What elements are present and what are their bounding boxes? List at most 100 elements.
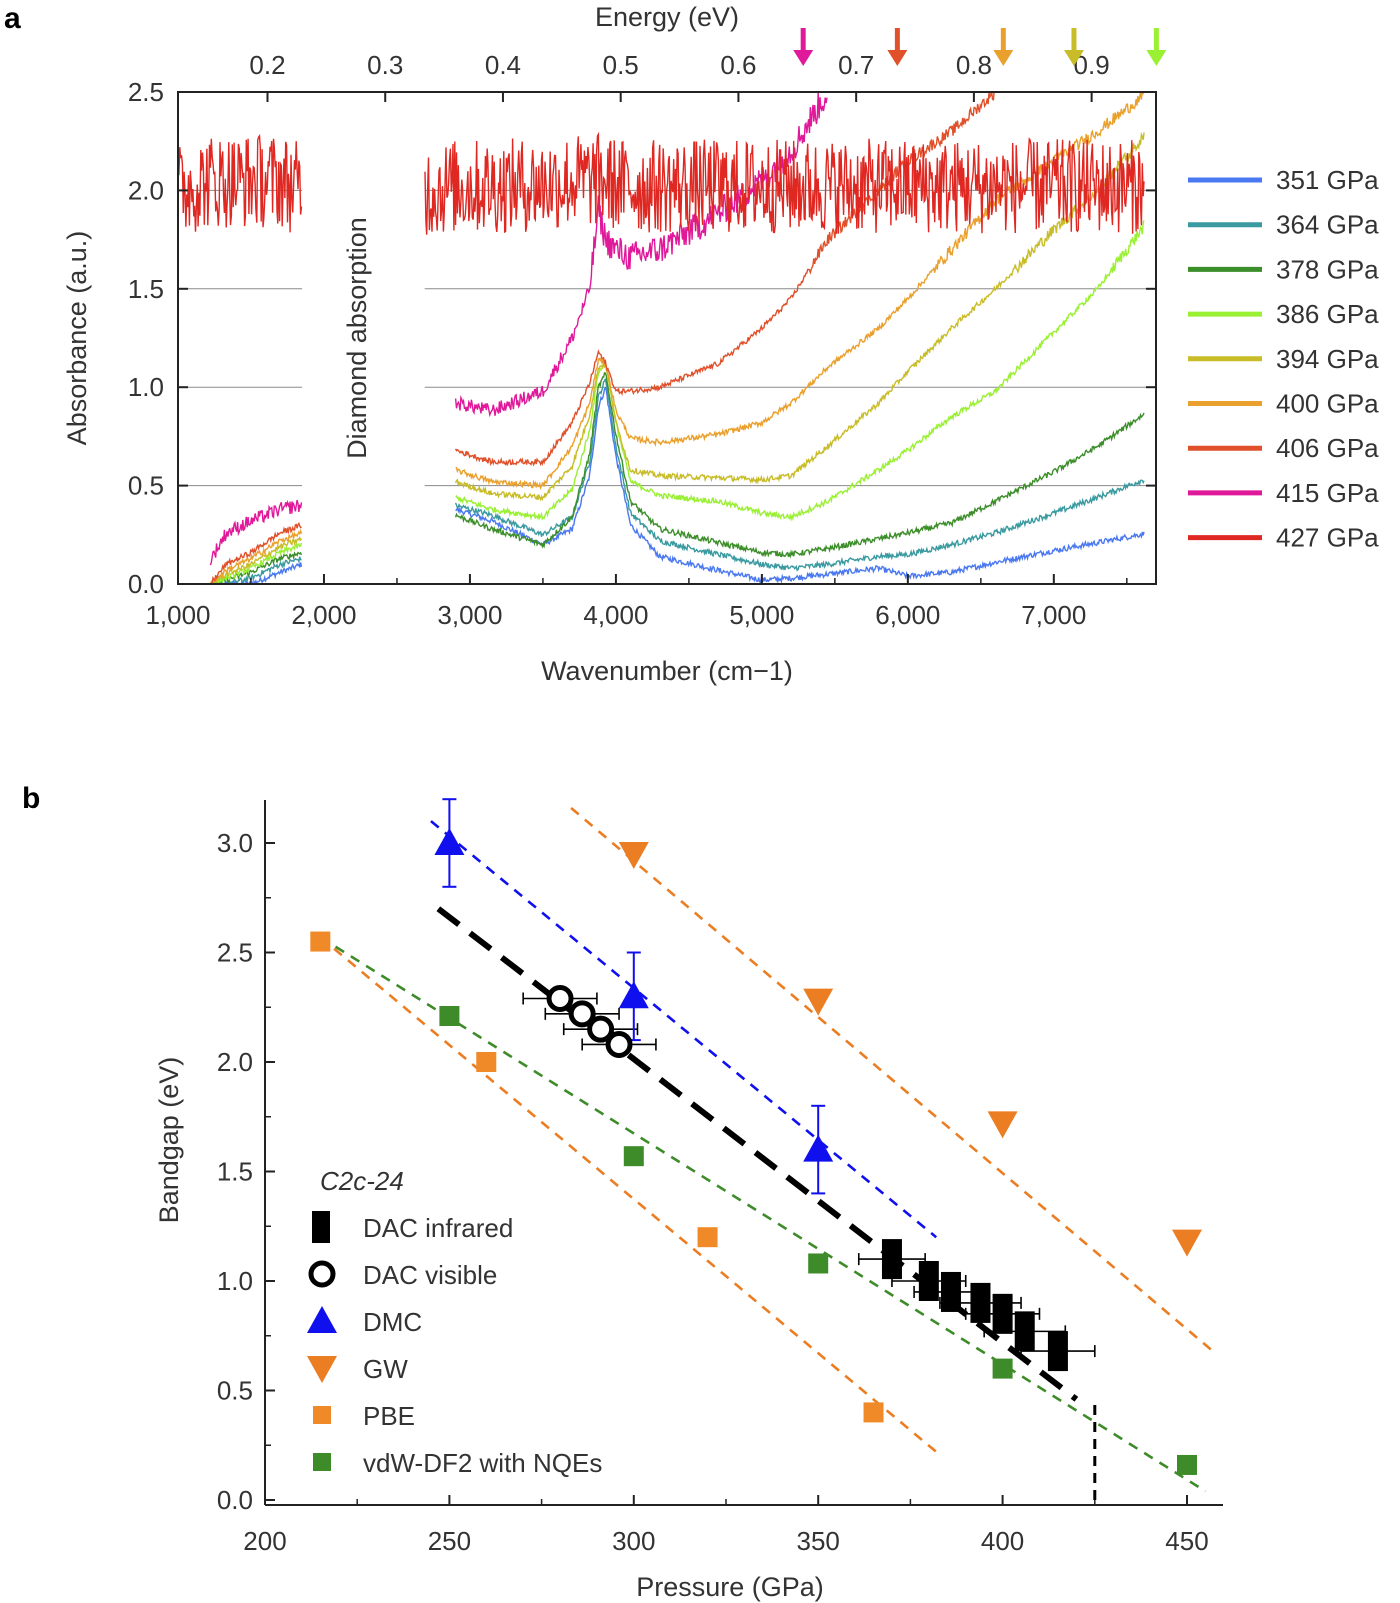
x-tick-label-a-0: 1,000 xyxy=(145,600,210,630)
point-pbe-2 xyxy=(697,1227,718,1248)
legend-label-b-2: DMC xyxy=(363,1307,422,1337)
top-tick-label-a-6: 0.8 xyxy=(956,50,992,80)
y-tick-label-b-1: 0.5 xyxy=(217,1376,253,1406)
x-tick-label-b-0: 200 xyxy=(243,1526,286,1556)
x-tick-label-b-5: 450 xyxy=(1165,1526,1208,1556)
top-tick-label-a-5: 0.7 xyxy=(838,50,874,80)
series-line-400-gpa xyxy=(209,92,1145,584)
x-tick-label-a-6: 7,000 xyxy=(1021,600,1086,630)
fit-line-0 xyxy=(430,820,938,1239)
legend-label-a-7: 415 GPa xyxy=(1276,478,1379,508)
point-vdw-df2-with-nqes-1 xyxy=(623,1146,644,1167)
y-tick-label-a-2: 1.0 xyxy=(128,372,164,402)
legend-label-a-3: 386 GPa xyxy=(1276,299,1379,329)
y-tick-label-b-3: 1.5 xyxy=(217,1157,253,1187)
point-dac-visible-2 xyxy=(587,1015,615,1043)
x-axis-ticks-b: 200 250 300 350 400 450 xyxy=(243,1495,1209,1556)
legend-marker-gw xyxy=(307,1356,337,1383)
y-tick-label-b-5: 2.5 xyxy=(217,938,253,968)
legend-label-a-1: 364 GPa xyxy=(1276,210,1379,240)
energy-arrow-head-1 xyxy=(887,50,908,66)
fit-line-3 xyxy=(319,936,1207,1493)
legend-marker-dac-infrared xyxy=(312,1211,330,1243)
legend-marker-vdw-df2-with-nqes xyxy=(313,1453,331,1471)
legend-label-b-5: vdW-DF2 with NQEs xyxy=(363,1448,602,1478)
x-tick-label-b-3: 350 xyxy=(797,1526,840,1556)
x-tick-label-b-1: 250 xyxy=(428,1526,471,1556)
legend-title-b: C2c-24 xyxy=(320,1166,404,1196)
legend-b: C2c-24 DAC infrared DAC visible DMC GW PBE vd… xyxy=(307,1166,602,1478)
y-tick-label-a-4: 2.0 xyxy=(128,175,164,205)
fit-lines-b xyxy=(319,806,1214,1500)
series-line-386-gpa xyxy=(210,219,1145,584)
series-line-427-gpa xyxy=(178,131,1145,235)
point-dmc-0 xyxy=(434,828,465,855)
point-vdw-df2-with-nqes-2 xyxy=(808,1253,829,1274)
x-tick-label-b-2: 300 xyxy=(612,1526,655,1556)
point-dac-visible-1 xyxy=(568,1000,596,1028)
y-tick-label-b-2: 1.0 xyxy=(217,1266,253,1296)
point-vdw-df2-with-nqes-3 xyxy=(992,1358,1013,1379)
point-pbe-1 xyxy=(476,1052,497,1072)
energy-arrow-head-0 xyxy=(793,50,814,66)
point-dac-infrared-1 xyxy=(918,1261,939,1301)
legend-marker-pbe xyxy=(313,1406,331,1424)
x-axis-title-a: Wavenumber (cm−1) xyxy=(541,656,793,686)
point-dac-visible-3 xyxy=(605,1030,633,1058)
panel-b: b 200 250 300 350 400 450 0.0 0.5 1.0 1.5 2.0 2.5 3… xyxy=(22,782,1223,1602)
legend-label-a-6: 406 GPa xyxy=(1276,433,1379,463)
top-tick-label-a-2: 0.4 xyxy=(485,50,521,80)
x-axis-ticks-a: 1,000 2,000 3,000 4,000 5,000 6,000 7,000 xyxy=(145,574,1128,630)
point-dac-infrared-5 xyxy=(1014,1311,1035,1352)
energy-arrow-head-3 xyxy=(1063,50,1084,66)
y-axis-title-b: Bandgap (eV) xyxy=(154,1057,184,1224)
legend-label-b-4: PBE xyxy=(363,1401,415,1431)
y-axis-ticks-b: 0.0 0.5 1.0 1.5 2.0 2.5 3.0 xyxy=(217,828,275,1515)
panel-letter-a: a xyxy=(4,2,21,35)
point-vdw-df2-with-nqes-0 xyxy=(439,1006,460,1027)
legend-label-a-0: 351 GPa xyxy=(1276,165,1379,195)
point-dac-visible-0 xyxy=(546,984,574,1012)
point-pbe-3 xyxy=(863,1402,884,1423)
top-tick-label-a-4: 0.6 xyxy=(720,50,756,80)
top-axis-title-a: Energy (eV) xyxy=(595,2,739,32)
legend-a: 351 GPa 364 GPa 378 GPa 386 GPa 394 GPa 400 G… xyxy=(1188,165,1379,553)
series-line-394-gpa xyxy=(210,131,1145,584)
x-tick-label-a-4: 5,000 xyxy=(729,600,794,630)
error-bars-b xyxy=(442,798,1096,1358)
grid-lines-a xyxy=(178,189,1156,487)
point-gw-3 xyxy=(1172,1229,1202,1257)
x-tick-label-a-1: 2,000 xyxy=(291,600,356,630)
legend-marker-dac-visible xyxy=(308,1260,336,1288)
series-line-415-gpa xyxy=(209,92,828,566)
energy-arrow-head-4 xyxy=(1146,50,1167,66)
legend-label-a-4: 394 GPa xyxy=(1276,344,1379,374)
fit-line-1 xyxy=(570,806,1214,1353)
plot-area-a xyxy=(178,92,1156,584)
x-tick-label-a-5: 6,000 xyxy=(875,600,940,630)
point-dac-infrared-0 xyxy=(881,1239,902,1280)
legend-label-b-1: DAC visible xyxy=(363,1260,497,1290)
x-tick-label-a-2: 3,000 xyxy=(437,600,502,630)
y-axis-title-a: Absorbance (a.u.) xyxy=(62,231,92,446)
point-dac-infrared-4 xyxy=(992,1293,1013,1334)
x-axis-title-b: Pressure (GPa) xyxy=(636,1572,824,1602)
y-axis-ticks-a: 0.0 0.5 1.0 1.5 2.0 2.5 xyxy=(128,77,1156,599)
series-group-a xyxy=(178,92,1145,584)
top-axis-ticks-a: 0.2 0.3 0.4 0.5 0.6 0.7 0.8 0.9 xyxy=(249,50,1110,102)
x-tick-label-b-4: 400 xyxy=(981,1526,1024,1556)
legend-label-b-3: GW xyxy=(363,1354,408,1384)
point-dmc-1 xyxy=(618,981,649,1009)
point-dmc-2 xyxy=(803,1134,834,1162)
y-tick-label-a-0: 0.0 xyxy=(128,569,164,599)
energy-arrows xyxy=(793,28,1167,66)
panel-letter-b: b xyxy=(22,782,40,815)
energy-arrow-head-2 xyxy=(993,50,1014,66)
y-tick-label-a-1: 0.5 xyxy=(128,471,164,501)
point-vdw-df2-with-nqes-4 xyxy=(1177,1454,1197,1475)
top-tick-label-a-3: 0.5 xyxy=(603,50,639,80)
point-gw-1 xyxy=(803,988,834,1016)
data-points-b xyxy=(310,828,1202,1475)
x-tick-label-a-3: 4,000 xyxy=(583,600,648,630)
y-tick-label-b-6: 3.0 xyxy=(217,828,253,858)
